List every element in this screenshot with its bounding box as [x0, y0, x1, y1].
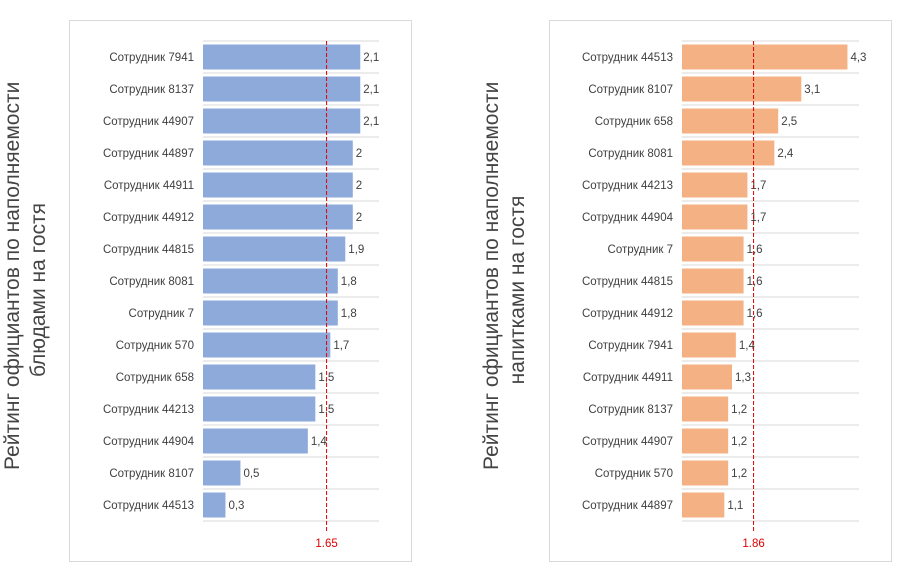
category-label: Сотрудник 44907 — [582, 436, 673, 448]
category-label: Сотрудник 44213 — [582, 180, 673, 192]
bar — [682, 364, 733, 390]
category-label: Сотрудник 44911 — [104, 180, 194, 192]
category-label: Сотрудник 44897 — [103, 148, 194, 160]
category-label: Сотрудник 44907 — [103, 116, 194, 128]
value-label: 2,5 — [781, 116, 797, 128]
category-label: Сотрудник 44815 — [103, 244, 194, 256]
value-label: 0,3 — [228, 500, 244, 512]
value-label: 1,6 — [747, 308, 763, 320]
value-label: 1,4 — [739, 340, 756, 352]
value-label: 0,5 — [243, 468, 259, 480]
value-label: 1,1 — [727, 500, 743, 512]
bar — [203, 76, 361, 102]
value-label: 1,6 — [747, 276, 763, 288]
category-label: Сотрудник 7941 — [588, 340, 673, 352]
value-label: 2 — [356, 180, 362, 192]
category-label: Сотрудник 7941 — [109, 52, 194, 64]
category-label: Сотрудник 44513 — [582, 52, 673, 64]
bar — [682, 428, 729, 454]
value-label: 1,3 — [735, 372, 751, 384]
category-label: Сотрудник 8081 — [109, 276, 194, 288]
value-label: 2,1 — [363, 52, 379, 64]
value-label: 1,6 — [747, 244, 763, 256]
category-label: Сотрудник 44897 — [582, 500, 673, 512]
category-label: Сотрудник 44912 — [103, 212, 194, 224]
value-label: 1,7 — [750, 212, 766, 224]
bar — [682, 172, 748, 198]
bar — [203, 172, 353, 198]
bar — [682, 492, 725, 518]
bar — [203, 204, 353, 230]
category-label: Сотрудник 8137 — [588, 404, 673, 416]
value-label: 1,8 — [341, 308, 357, 320]
value-label: 1,4 — [311, 436, 328, 448]
bar — [682, 44, 848, 70]
bar — [682, 204, 748, 230]
category-label: Сотрудник 570 — [595, 468, 673, 480]
value-label: 1,2 — [731, 436, 747, 448]
category-label: Сотрудник 8107 — [109, 468, 194, 480]
category-label: Сотрудник 44904 — [103, 436, 195, 448]
category-label: Сотрудник 44513 — [103, 500, 194, 512]
value-label: 1,7 — [750, 180, 766, 192]
category-label: Сотрудник 7 — [608, 244, 673, 256]
bar — [203, 364, 316, 390]
bar — [203, 332, 331, 358]
value-label: 4,3 — [850, 52, 866, 64]
bar — [682, 332, 736, 358]
value-label: 2 — [356, 148, 362, 160]
category-label: Сотрудник 570 — [116, 340, 194, 352]
category-label: Сотрудник 44912 — [582, 308, 673, 320]
bar — [682, 108, 779, 134]
bar — [203, 492, 226, 518]
reference-line-label: 1.86 — [742, 538, 764, 550]
category-label: Сотрудник 658 — [116, 372, 194, 384]
bar — [203, 108, 361, 134]
bar — [682, 140, 775, 166]
value-label: 3,1 — [804, 84, 820, 96]
bar — [682, 396, 729, 422]
value-label: 1,8 — [341, 276, 357, 288]
value-label: 1,7 — [333, 340, 349, 352]
category-label: Сотрудник 8107 — [588, 84, 673, 96]
category-label: Сотрудник 44213 — [103, 404, 194, 416]
bar — [203, 236, 346, 262]
bar — [203, 396, 316, 422]
value-label: 2 — [356, 212, 362, 224]
bar — [682, 268, 744, 294]
bar — [203, 300, 338, 326]
value-label: 1,2 — [731, 468, 747, 480]
value-label: 2,1 — [363, 84, 379, 96]
reference-line-label: 1.65 — [315, 538, 337, 550]
value-label: 2,1 — [363, 116, 379, 128]
category-label: Сотрудник 8081 — [588, 148, 673, 160]
bar — [682, 76, 802, 102]
category-label: Сотрудник 44815 — [582, 276, 673, 288]
bar — [203, 268, 338, 294]
bar — [203, 460, 241, 486]
value-label: 1,2 — [731, 404, 747, 416]
category-label: Сотрудник 7 — [129, 308, 194, 320]
category-label: Сотрудник 658 — [595, 116, 673, 128]
bar — [682, 236, 744, 262]
bar — [682, 300, 744, 326]
category-label: Сотрудник 44911 — [583, 372, 673, 384]
bar — [203, 140, 353, 166]
bar — [203, 428, 308, 454]
category-label: Сотрудник 8137 — [109, 84, 194, 96]
value-label: 2,4 — [777, 148, 794, 160]
value-label: 1,9 — [348, 244, 364, 256]
category-label: Сотрудник 44904 — [582, 212, 674, 224]
bar — [203, 44, 361, 70]
bar — [682, 460, 729, 486]
